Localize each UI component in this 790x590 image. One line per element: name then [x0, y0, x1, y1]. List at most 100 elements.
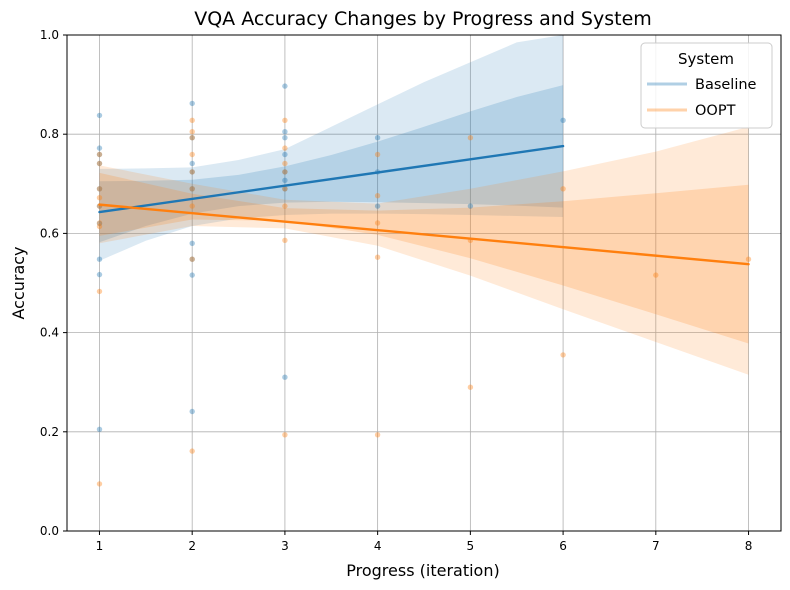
data-point-baseline	[189, 169, 195, 175]
y-tick-label: 1.0	[40, 28, 59, 42]
data-point-oopt	[560, 186, 566, 192]
data-point-baseline	[560, 117, 566, 124]
data-point-oopt	[96, 195, 103, 201]
fit-lines	[98, 144, 750, 266]
x-tick-label: 6	[559, 539, 567, 553]
data-point-baseline	[96, 271, 103, 278]
data-point-oopt	[282, 237, 288, 243]
legend-title: System	[678, 50, 734, 68]
data-point-baseline	[96, 151, 103, 158]
data-point-oopt	[282, 117, 288, 124]
data-point-baseline	[282, 186, 288, 192]
data-point-baseline	[189, 256, 195, 262]
data-point-baseline	[189, 135, 195, 141]
data-point-oopt	[96, 223, 103, 230]
data-point-oopt	[374, 151, 381, 158]
confidence-bands	[99, 35, 749, 375]
fit-line-baseline	[98, 144, 565, 214]
data-point-oopt	[374, 254, 381, 260]
x-tick-label: 2	[188, 539, 196, 553]
confidence-band-inner-baseline	[99, 85, 564, 243]
data-point-baseline	[96, 186, 103, 192]
x-tick-label: 1	[96, 539, 104, 553]
data-point-baseline	[96, 426, 103, 432]
data-point-oopt	[189, 129, 195, 135]
data-point-oopt	[189, 203, 195, 209]
data-point-baseline	[189, 100, 195, 107]
data-point-baseline	[282, 83, 288, 89]
x-tick-label: 7	[652, 539, 660, 553]
data-point-oopt	[96, 151, 103, 158]
data-point-oopt	[653, 272, 659, 278]
data-point-oopt	[282, 145, 288, 151]
data-point-baseline	[282, 129, 288, 135]
data-point-oopt	[374, 432, 381, 438]
data-point-oopt	[282, 203, 288, 209]
data-point-baseline	[96, 256, 103, 262]
fit-line-oopt	[98, 203, 750, 266]
data-point-oopt	[189, 151, 195, 158]
y-tick-label: 0.2	[40, 425, 59, 439]
data-point-oopt	[282, 169, 288, 175]
data-point-baseline	[189, 408, 195, 415]
data-point-oopt	[282, 186, 288, 192]
data-point-oopt	[282, 432, 288, 438]
ticks: 1 2 3 4 5 6 7 8 0.0 0.2 0.4 0.6 0.8 1.0	[40, 28, 752, 553]
legend-label-oopt: OOPT	[695, 103, 736, 119]
data-point-baseline	[189, 272, 195, 278]
data-point-oopt	[189, 448, 195, 454]
legend-box	[640, 42, 773, 129]
data-point-oopt	[467, 135, 474, 141]
x-tick-label: 8	[745, 539, 753, 553]
data-point-baseline	[189, 240, 195, 246]
confidence-band-inner-oopt	[99, 172, 749, 344]
data-point-baseline	[467, 203, 474, 209]
x-tick-label: 3	[281, 539, 289, 553]
x-tick-label: 5	[467, 539, 475, 553]
data-point-baseline	[96, 220, 103, 227]
data-point-baseline	[374, 135, 381, 141]
y-tick-label: 0.4	[40, 326, 59, 340]
data-point-oopt	[374, 193, 381, 199]
data-point-oopt	[189, 117, 195, 124]
y-tick-label: 0.0	[40, 524, 59, 538]
data-point-oopt	[96, 220, 103, 226]
data-point-baseline	[96, 112, 103, 119]
data-point-oopt	[467, 384, 474, 390]
data-point-baseline	[282, 177, 288, 183]
data-point-baseline	[96, 145, 103, 151]
y-tick-label: 0.8	[40, 127, 59, 141]
data-point-oopt	[560, 352, 566, 358]
data-point-baseline	[282, 151, 288, 158]
data-point-oopt	[96, 160, 103, 167]
chart-title: VQA Accuracy Changes by Progress and Sys…	[194, 8, 652, 30]
data-point-baseline	[282, 374, 288, 380]
data-point-oopt	[189, 186, 195, 192]
data-point-oopt	[96, 288, 103, 295]
data-point-oopt	[282, 160, 288, 167]
axes	[66, 34, 782, 532]
data-point-oopt	[189, 169, 195, 175]
x-tick-label: 4	[374, 539, 382, 553]
confidence-band-outer-baseline	[99, 35, 564, 261]
y-tick-label: 0.6	[40, 226, 59, 240]
data-point-baseline	[282, 169, 288, 175]
plot-frame	[66, 34, 782, 532]
data-point-oopt	[96, 186, 103, 192]
data-point-baseline	[282, 135, 288, 141]
y-axis-title: Accuracy	[9, 246, 28, 319]
data-point-baseline	[96, 160, 103, 167]
data-point-baseline	[189, 186, 195, 192]
data-point-baseline	[189, 160, 195, 167]
data-point-baseline	[374, 203, 381, 209]
scatter-points	[96, 83, 752, 487]
x-axis-title: Progress (iteration)	[346, 561, 499, 580]
data-point-oopt	[745, 256, 752, 262]
legend-label-baseline: Baseline	[695, 77, 757, 93]
confidence-band-outer-oopt	[99, 126, 749, 375]
data-point-oopt	[96, 481, 103, 487]
data-point-oopt	[189, 135, 195, 141]
legend: System Baseline OOPT	[640, 42, 773, 129]
